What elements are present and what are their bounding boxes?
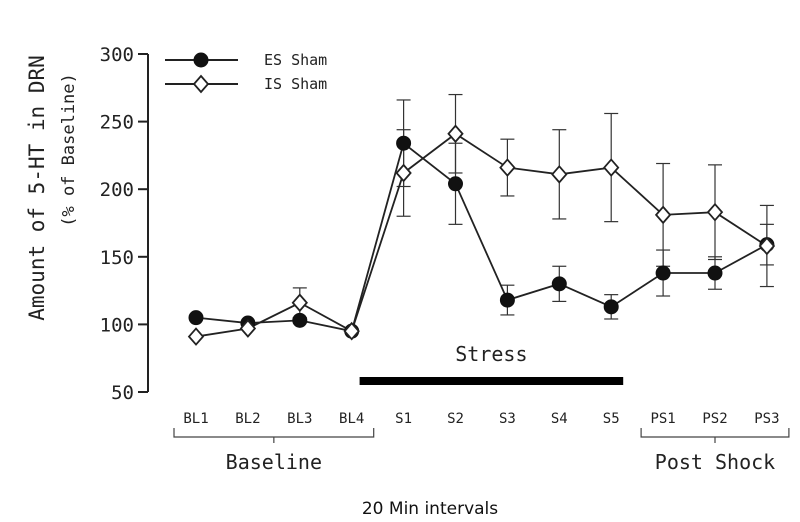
- data-point: [551, 164, 568, 184]
- data-point: [706, 202, 724, 222]
- data-point: [499, 292, 515, 308]
- data-point: [758, 236, 776, 256]
- x-tick-label: PS1: [650, 411, 675, 427]
- x-tick-label: BL3: [287, 411, 312, 427]
- y-ticks: 50 100 150 200 250 300: [100, 44, 148, 404]
- y-tick-label: 300: [100, 44, 134, 66]
- stress-label: Stress: [455, 342, 527, 366]
- group-bracket: [173, 428, 375, 438]
- data-point: [187, 327, 205, 346]
- data-point: [292, 312, 308, 328]
- data-point: [655, 265, 671, 281]
- x-tick-label: BL2: [235, 411, 260, 427]
- x-ticks: BL1 BL2 BL3 BL4 S1 S2 S3 S4 S5 PS1 PS2 PS3: [183, 411, 779, 427]
- stress-bar: [359, 377, 624, 385]
- data-point: [395, 163, 412, 183]
- data-point: [448, 176, 463, 192]
- y-tick-label: 250: [100, 112, 134, 134]
- data-point: [447, 124, 464, 144]
- series-line: [195, 132, 768, 338]
- series-line: [195, 141, 768, 333]
- y-tick-label: 150: [100, 247, 134, 269]
- y-tick-label: 100: [100, 314, 134, 336]
- x-tick-label: S3: [499, 411, 516, 427]
- y-axis-label: Amount of 5-HT in DRN: [25, 55, 49, 321]
- x-tick-label: S1: [395, 411, 412, 427]
- legend-label-is: IS Sham: [264, 75, 327, 93]
- x-tick-label: BL1: [183, 411, 208, 427]
- data-point: [188, 310, 204, 326]
- data-point: [707, 265, 723, 281]
- x-tick-label: S2: [447, 411, 464, 427]
- y-tick-label: 50: [111, 382, 134, 404]
- x-axis-label: 20 Min intervals: [362, 499, 498, 519]
- data-point: [499, 158, 516, 177]
- data-point: [291, 293, 308, 313]
- x-tick-label: BL4: [339, 411, 364, 427]
- group-label: Post Shock: [655, 450, 775, 474]
- series-markers: [187, 124, 776, 346]
- data-point: [654, 205, 672, 225]
- legend-marker-is: [192, 74, 210, 94]
- legend: ES Sham IS Sham: [165, 51, 327, 94]
- legend-label-es: ES Sham: [264, 51, 327, 69]
- data-point: [603, 158, 620, 177]
- data-point: [239, 319, 257, 338]
- x-tick-label: PS3: [754, 411, 779, 427]
- y-axis-sublabel: (% of Baseline): [59, 73, 79, 227]
- group-bracket: [640, 428, 790, 438]
- x-tick-label: PS2: [702, 411, 727, 427]
- x-tick-label: S4: [551, 411, 568, 427]
- series-lines: [195, 132, 768, 338]
- data-point: [396, 135, 412, 151]
- legend-marker-es: [193, 52, 209, 68]
- data-point: [603, 299, 619, 315]
- data-point: [551, 276, 567, 292]
- data-point: [343, 321, 360, 341]
- category-groups: Baseline Post Shock: [173, 428, 790, 474]
- group-label: Baseline: [226, 450, 322, 474]
- x-tick-label: S5: [603, 411, 620, 427]
- y-tick-label: 200: [100, 179, 134, 201]
